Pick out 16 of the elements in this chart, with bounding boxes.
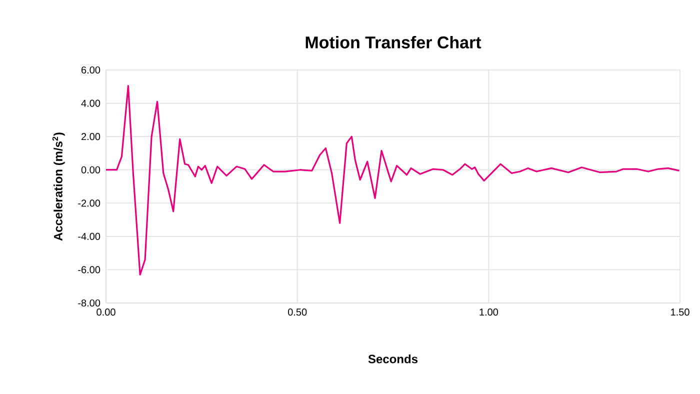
y-tick-label: -8.00	[78, 299, 100, 307]
x-tick-label: 0.00	[96, 308, 116, 316]
y-tick-label: 0.00	[81, 166, 100, 174]
chart-title: Motion Transfer Chart	[306, 36, 482, 48]
y-tick-label: -6.00	[78, 266, 100, 274]
x-tick-label: 0.50	[288, 308, 307, 316]
y-tick-label: -4.00	[78, 232, 100, 240]
line-series	[106, 85, 680, 276]
y-tick-label: -2.00	[78, 200, 100, 207]
x-tick-label: 1.50	[671, 308, 690, 316]
y-tick-label: 6.00	[82, 66, 100, 74]
y-axis-title: Acceleration (m/s$^{2}$)	[52, 132, 65, 241]
y-tick-label: 2.00	[82, 133, 100, 140]
x-tick-label: 1.00	[480, 308, 498, 316]
y-tick-label: 4.00	[81, 100, 100, 107]
x-axis-title: Seconds	[368, 354, 418, 364]
